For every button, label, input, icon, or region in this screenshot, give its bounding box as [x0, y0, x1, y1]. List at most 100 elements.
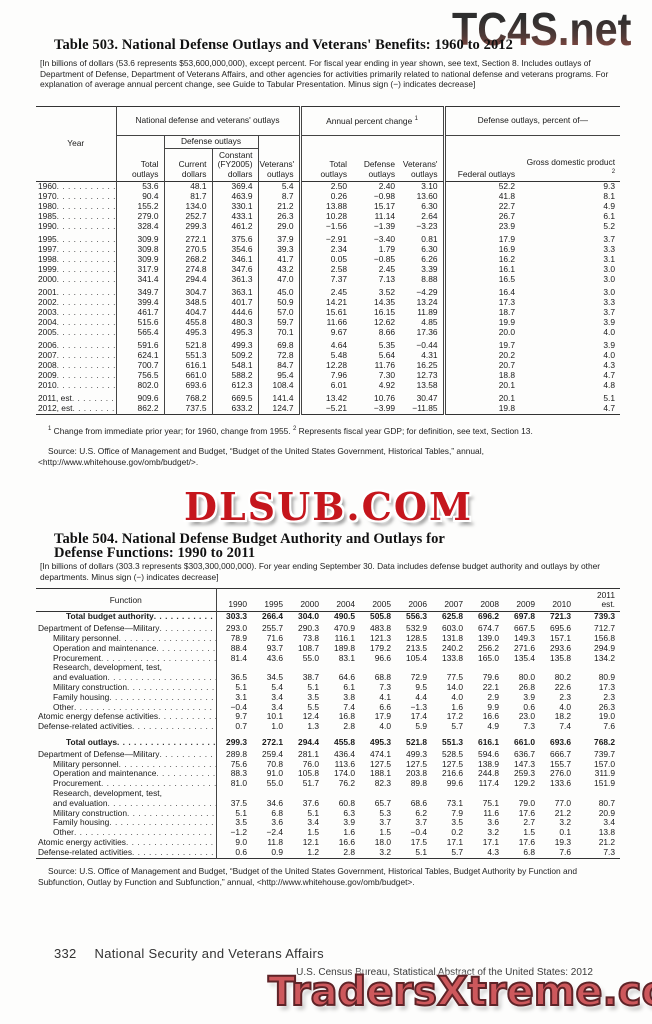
table-row: Military construction 5.1 5.4 5.1 6.1 7.3 9.5 1… [36, 681, 620, 693]
col-header-apc-total-outlays: Total outlays [298, 135, 353, 182]
value-cell: 13.24 [416, 297, 438, 308]
value-cell: 135.4 [514, 652, 535, 663]
function-cell: Research, development, test, and evaluati… [36, 663, 217, 683]
value-cell: 470.9 [334, 623, 355, 634]
col-header-apc-veterans-outlays: Veterans' outlays [402, 159, 438, 179]
table503: Year National defense and veterans' outl… [36, 106, 621, 415]
value-cell: 3.7 [603, 234, 616, 245]
value-cell: 3.5 [235, 817, 247, 828]
value-cell: 4.4 [415, 691, 427, 702]
value-cell: 78.9 [230, 633, 247, 643]
value-cell: 556.3 [406, 611, 427, 622]
value-cell: 768.2 [163, 390, 212, 405]
value-cell: 6.26 [421, 253, 438, 264]
value-cell: 151.9 [594, 778, 615, 789]
value-cell: 252.7 [163, 211, 212, 222]
value-cell: 13.60 [416, 191, 438, 202]
value-cell: 105.4 [406, 652, 427, 663]
value-cell: 0.1 [559, 827, 571, 838]
value-cell: 10.1 [266, 711, 283, 722]
function-cell: Research, development, test, and evaluati… [36, 788, 217, 809]
value-cell: 591.6 [115, 337, 164, 352]
value-cell: 124.7 [257, 403, 301, 415]
value-cell: 22.7 [442, 201, 521, 212]
function-cell: Other [36, 702, 217, 713]
value-cell: 73.1 [446, 797, 463, 808]
function-cell: Family housing [36, 818, 217, 829]
section-title: National Security and Veterans Affairs [94, 946, 324, 961]
value-cell: 73.8 [302, 633, 319, 643]
value-cell: 5.35 [378, 340, 396, 351]
value-cell: −1.3 [410, 701, 427, 712]
value-cell: 80.9 [598, 672, 615, 683]
value-cell: 299.3 [163, 221, 212, 232]
value-cell: 41.7 [257, 254, 301, 265]
value-cell: 455.8 [163, 317, 212, 328]
value-cell: 625.8 [442, 611, 463, 622]
col-group-annual-percent-change: Annual percent change 1 [298, 106, 445, 136]
year-cell: 2006 [36, 337, 116, 351]
value-cell: 802.0 [115, 380, 164, 391]
value-cell: 304.0 [298, 611, 319, 622]
value-cell: 14.35 [374, 297, 396, 308]
value-cell: 309.8 [115, 244, 164, 255]
value-cell: 37.5 [230, 797, 247, 808]
value-cell: 3.10 [421, 181, 438, 192]
value-cell: 0.6 [523, 701, 535, 712]
value-cell: 616.1 [478, 736, 499, 747]
value-cell: 667.5 [514, 623, 535, 634]
table-row: Other −1.2 −2.4 1.5 1.6 1.5 −0.4 0.2 3.2 1.5 0.1 13… [36, 827, 620, 838]
value-cell: 9.67 [298, 327, 353, 338]
value-cell: 515.6 [115, 317, 164, 328]
page-footer: 332 National Security and Veterans Affai… [54, 946, 324, 961]
year-cell: 1990 [36, 221, 116, 232]
value-cell: 69.8 [257, 337, 301, 352]
value-cell: 5.3 [379, 807, 391, 818]
value-cell: 666.7 [550, 748, 571, 759]
value-cell: 65.7 [374, 797, 391, 808]
value-cell: 22.1 [482, 681, 499, 692]
value-cell: 39.3 [257, 244, 301, 255]
value-cell: 294.9 [594, 642, 615, 653]
value-cell: 203.8 [406, 768, 427, 779]
value-cell: 134.0 [163, 201, 212, 212]
value-cell: 43.6 [266, 652, 283, 663]
table504-bracket-note: [In billions of dollars (303.3 represent… [40, 561, 601, 582]
value-cell: 4.0 [451, 691, 463, 702]
value-cell: 4.0 [603, 326, 616, 337]
value-cell: 505.8 [370, 611, 391, 622]
value-cell: 3.5 [307, 691, 319, 702]
value-cell: 7.3 [603, 846, 615, 857]
value-cell: 13.88 [298, 201, 353, 212]
function-cell: Military construction [36, 682, 217, 693]
value-cell: 79.6 [482, 672, 499, 683]
function-cell: Department of Defense—Military [36, 747, 217, 760]
value-cell: −0.4 [410, 827, 427, 838]
value-cell: 17.6 [518, 807, 535, 818]
value-cell: 661.0 [163, 370, 212, 381]
value-cell: 17.6 [518, 836, 535, 847]
value-cell: 71.6 [266, 633, 283, 643]
value-cell: 5.1 [235, 681, 247, 692]
year-cell: 1960 [36, 182, 116, 192]
value-cell: 7.6 [603, 721, 615, 732]
value-cell: 5.1 [235, 807, 247, 818]
value-cell: 19.9 [442, 317, 521, 328]
value-cell: 1.6 [451, 701, 463, 712]
value-cell: 328.4 [115, 221, 164, 232]
value-cell: 9.5 [415, 681, 427, 692]
value-cell: 7.9 [451, 807, 463, 818]
value-cell: 84.7 [257, 360, 301, 371]
value-cell: 289.8 [226, 748, 247, 759]
value-cell: 4.9 [487, 721, 499, 732]
value-cell: 3.6 [487, 817, 499, 828]
year-cell: 2003 [36, 307, 116, 318]
value-cell: 116.1 [334, 633, 355, 643]
table504-source: Source: U.S. Office of Management and Bu… [38, 866, 578, 887]
year-cell: 1998 [36, 254, 116, 265]
value-cell: 21.2 [598, 836, 615, 847]
value-cell: 134.2 [594, 652, 615, 663]
value-cell: 75.1 [482, 797, 499, 808]
